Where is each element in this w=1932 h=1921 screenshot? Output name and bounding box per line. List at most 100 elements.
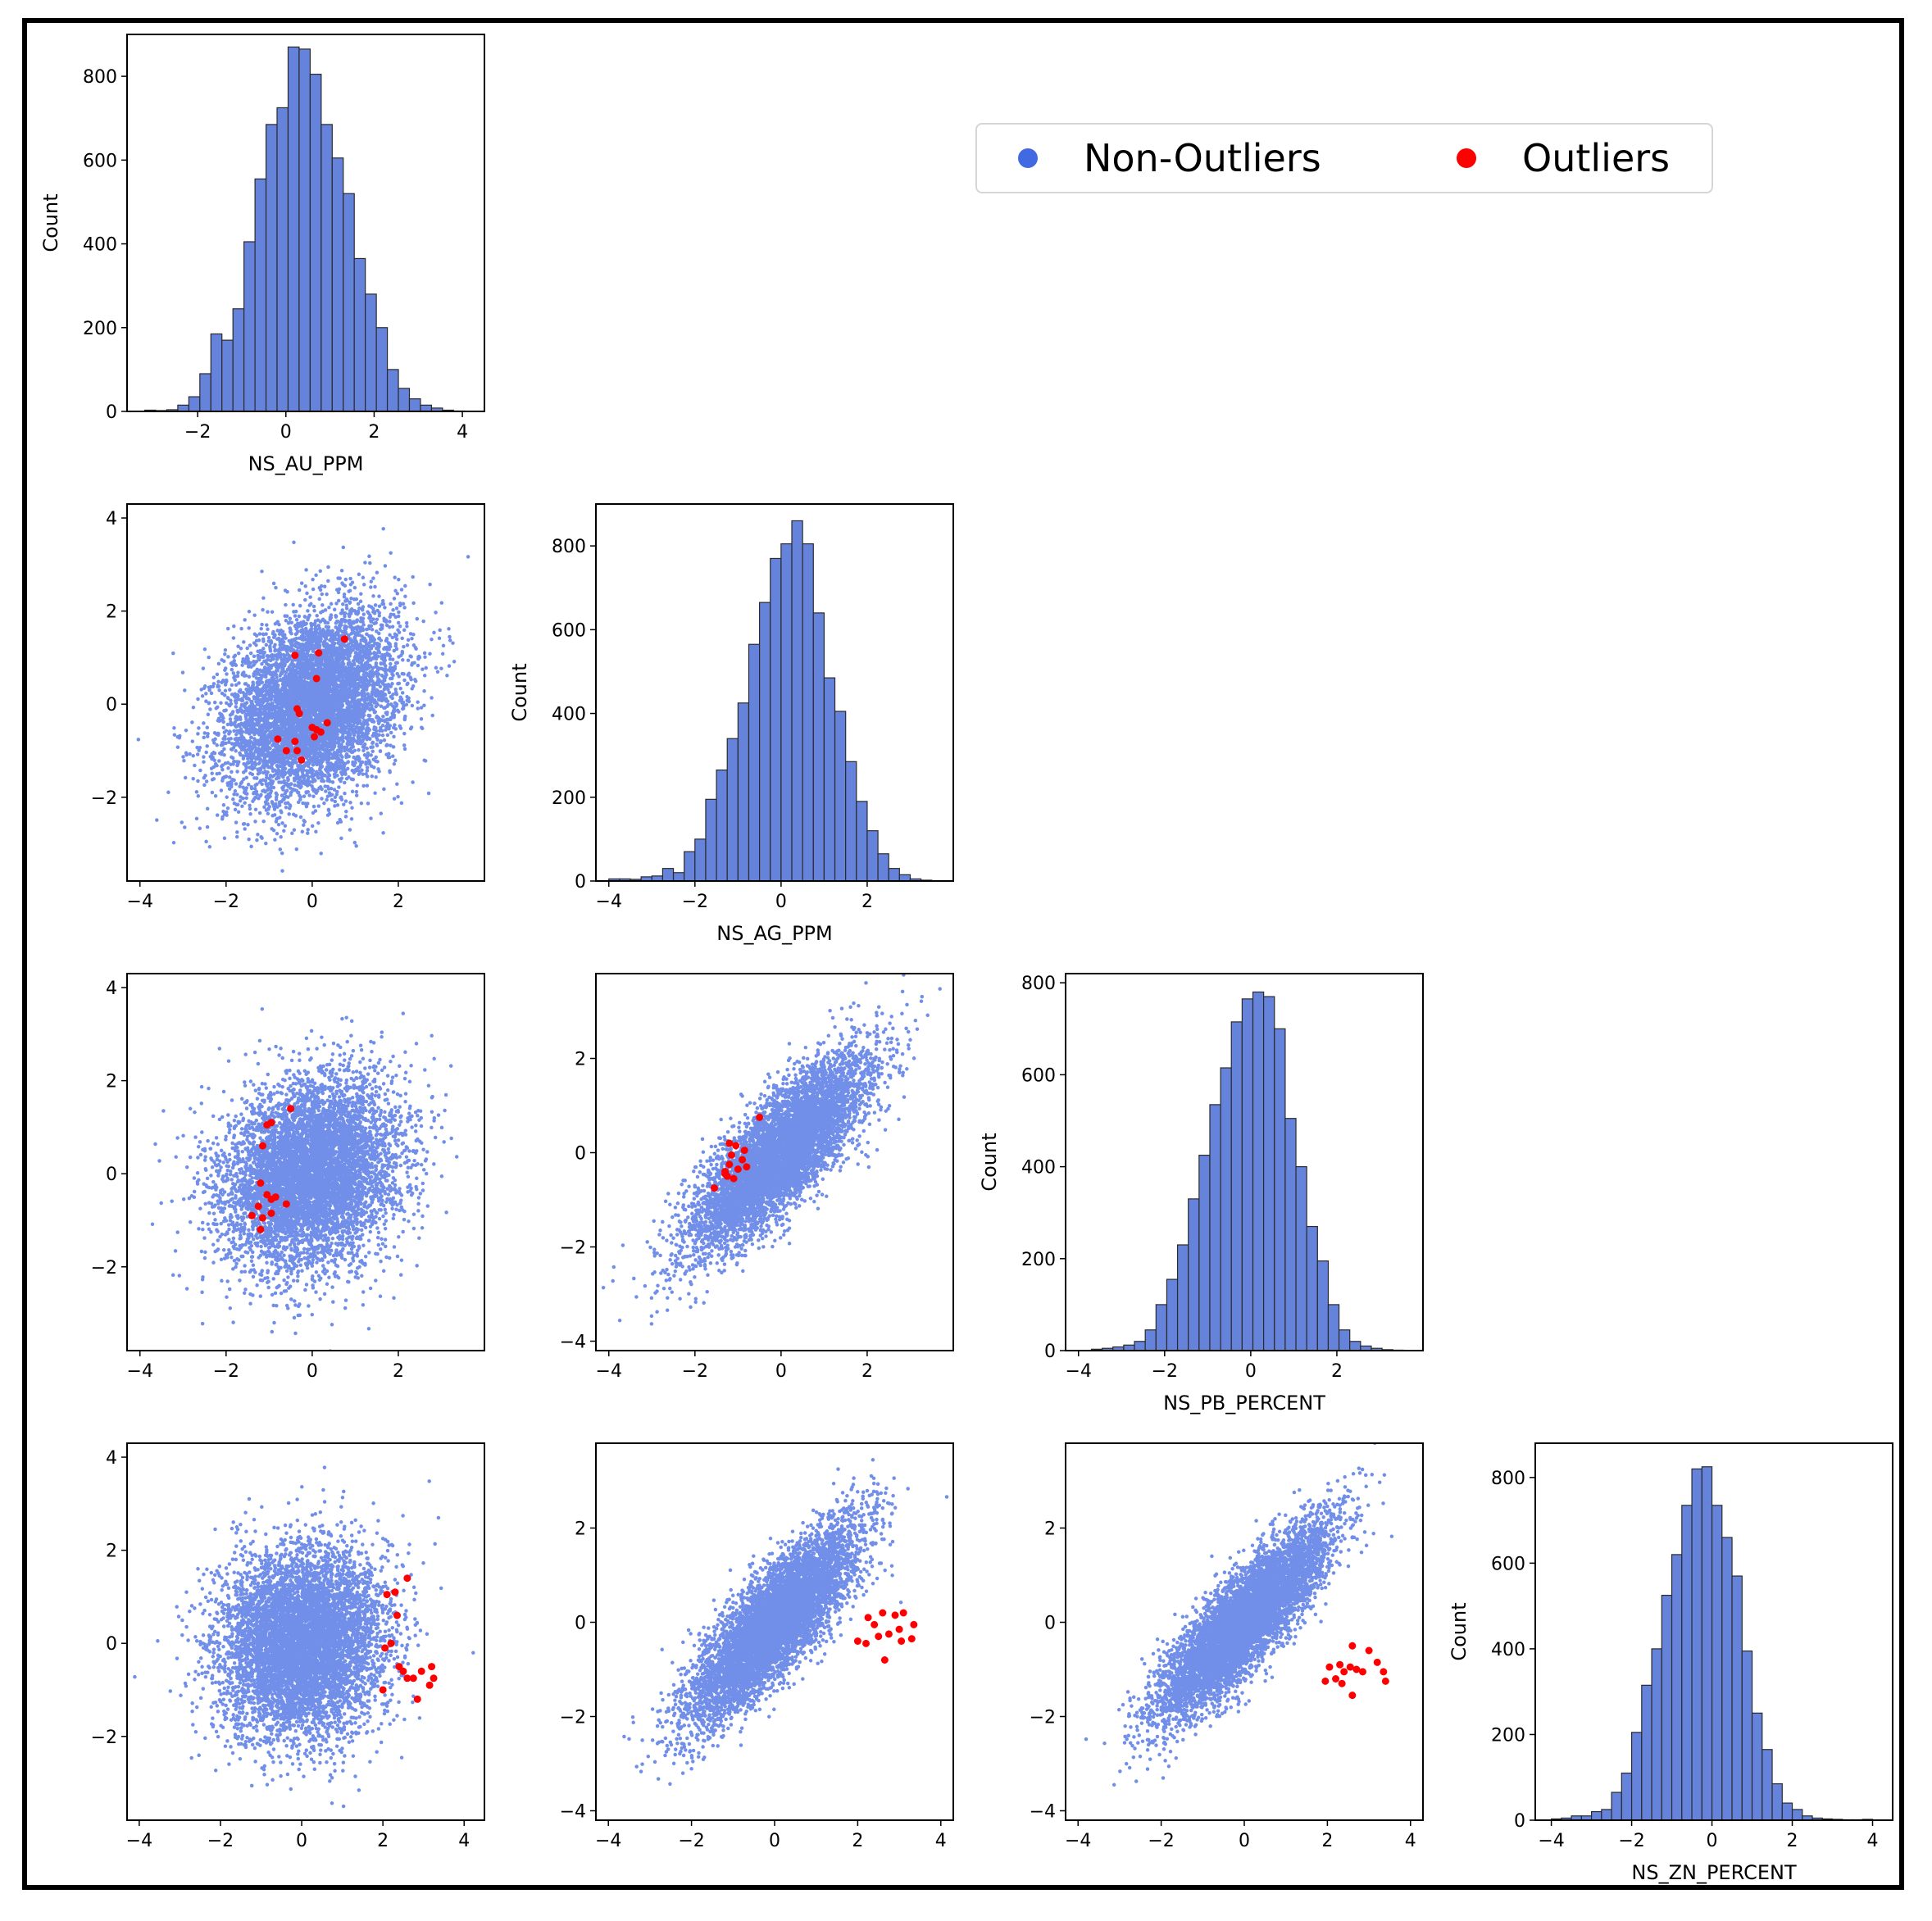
histogram-bar — [1134, 1341, 1146, 1351]
legend-marker-non-outliers — [1018, 148, 1038, 168]
x-tick-label: 4 — [1405, 1831, 1416, 1851]
legend-item-outliers: Outliers — [1457, 125, 1670, 192]
x-axis-label: NS_PB_PERCENT — [1163, 1392, 1325, 1415]
x-axis-label: NS_ZN_PERCENT — [1631, 1861, 1797, 1884]
x-tick-label: 4 — [458, 1831, 470, 1851]
x-tick-label: 2 — [368, 422, 380, 443]
histogram-bar — [1230, 1021, 1243, 1351]
outlier-point — [907, 1635, 916, 1643]
y-tick-label: −2 — [91, 1728, 117, 1748]
histogram-bar — [1671, 1554, 1683, 1821]
y-tick-label: 600 — [1021, 1065, 1056, 1086]
non-outlier-cloud — [150, 1006, 459, 1351]
axes-frame — [595, 503, 954, 882]
y-tick-label: 2 — [106, 1542, 117, 1562]
x-tick-label: 4 — [457, 422, 468, 443]
outlier-point — [381, 1644, 389, 1652]
y-tick-label: 0 — [575, 1144, 586, 1165]
outlier-point — [899, 1609, 907, 1617]
histogram-bar — [1220, 1067, 1232, 1351]
outlier-point — [743, 1163, 751, 1171]
y-axis-label: Count — [1448, 1602, 1471, 1660]
histogram-bar — [672, 872, 685, 882]
outlier-point — [393, 1611, 401, 1619]
outlier-point — [287, 1105, 295, 1113]
histogram-bar — [802, 543, 814, 882]
outlier-point — [417, 1667, 425, 1675]
non-outlier-cloud — [133, 1465, 475, 1809]
y-tick-label: −2 — [560, 1238, 586, 1259]
x-tick-label: 2 — [377, 1831, 389, 1851]
legend-label-non-outliers: Non-Outliers — [1084, 136, 1321, 180]
histogram-bar — [243, 241, 256, 412]
histogram-bar — [684, 851, 696, 882]
histogram-bar — [365, 293, 377, 412]
outlier-point — [1381, 1677, 1389, 1685]
histogram-bar — [1198, 1154, 1211, 1351]
y-tick-label: 2 — [575, 1050, 586, 1070]
histogram-bar — [188, 396, 201, 412]
histogram-bar — [1661, 1594, 1673, 1821]
x-tick-label: −4 — [1065, 1831, 1091, 1851]
outlier-point — [409, 1674, 417, 1683]
outlier-point — [734, 1165, 742, 1174]
x-tick-label: 2 — [852, 1831, 863, 1851]
x-tick-label: −4 — [126, 1831, 152, 1851]
outlier-point — [387, 1639, 395, 1647]
axes-frame — [126, 1442, 485, 1821]
outlier-point — [430, 1674, 438, 1683]
y-tick-label: 200 — [1021, 1250, 1056, 1270]
y-tick-label: 0 — [1044, 1614, 1056, 1634]
y-tick-label: 400 — [83, 235, 117, 256]
outlier-point — [340, 635, 348, 643]
histogram-bar — [694, 838, 707, 882]
histogram-bar — [780, 543, 793, 882]
histogram-bar — [1641, 1684, 1652, 1821]
histogram-bar — [770, 557, 782, 882]
outlier-point — [871, 1620, 879, 1628]
outlier-point — [1380, 1668, 1388, 1676]
outlier-point — [293, 747, 301, 755]
outlier-point — [428, 1663, 436, 1671]
histogram-bar — [265, 124, 278, 412]
outlier-point — [739, 1156, 747, 1164]
histogram-bar — [791, 520, 803, 882]
histogram-bar — [386, 369, 399, 412]
y-tick-label: 2 — [106, 1072, 117, 1092]
histogram-bar — [705, 798, 717, 882]
outlier-point — [291, 652, 299, 660]
legend: Non-Outliers Outliers — [975, 123, 1713, 193]
outlier-point — [267, 1209, 275, 1217]
outlier-point — [1338, 1679, 1346, 1687]
histogram-bar — [343, 193, 355, 412]
y-tick-label: 600 — [552, 620, 586, 641]
histogram-bar — [232, 308, 245, 412]
outlier-point — [891, 1611, 899, 1619]
axes-hist-3: −4 −2 0 2 4 0 200 400 600 800 NS_ZN_PERCENT Count — [1448, 1442, 1893, 1884]
axes-frame — [1534, 1442, 1893, 1821]
x-tick-label: 2 — [1321, 1831, 1333, 1851]
outlier-point — [725, 1139, 734, 1147]
outlier-point — [730, 1174, 738, 1183]
outlier-point — [910, 1620, 918, 1628]
histogram-bar — [1316, 1260, 1330, 1351]
histogram-bar — [1741, 1650, 1753, 1821]
outlier-point — [895, 1625, 903, 1633]
y-tick-label: 0 — [1514, 1811, 1525, 1832]
outlier-point — [258, 1142, 266, 1150]
y-tick-label: 600 — [83, 151, 117, 171]
x-tick-label: −2 — [207, 1831, 234, 1851]
outlier-point — [248, 1211, 256, 1219]
histogram-bar — [298, 48, 311, 412]
y-axis-label: Count — [978, 1133, 1001, 1191]
histogram-bar — [1630, 1732, 1643, 1821]
histogram-bar — [1155, 1304, 1168, 1351]
outlier-point — [1348, 1692, 1357, 1700]
histogram-bar — [1611, 1792, 1622, 1821]
histogram-bar — [254, 178, 267, 412]
outlier-point — [898, 1637, 906, 1645]
x-tick-label: −2 — [682, 892, 708, 912]
histogram-bar — [877, 853, 889, 882]
histogram-bar — [1274, 1028, 1286, 1351]
legend-label-outliers: Outliers — [1522, 136, 1671, 180]
